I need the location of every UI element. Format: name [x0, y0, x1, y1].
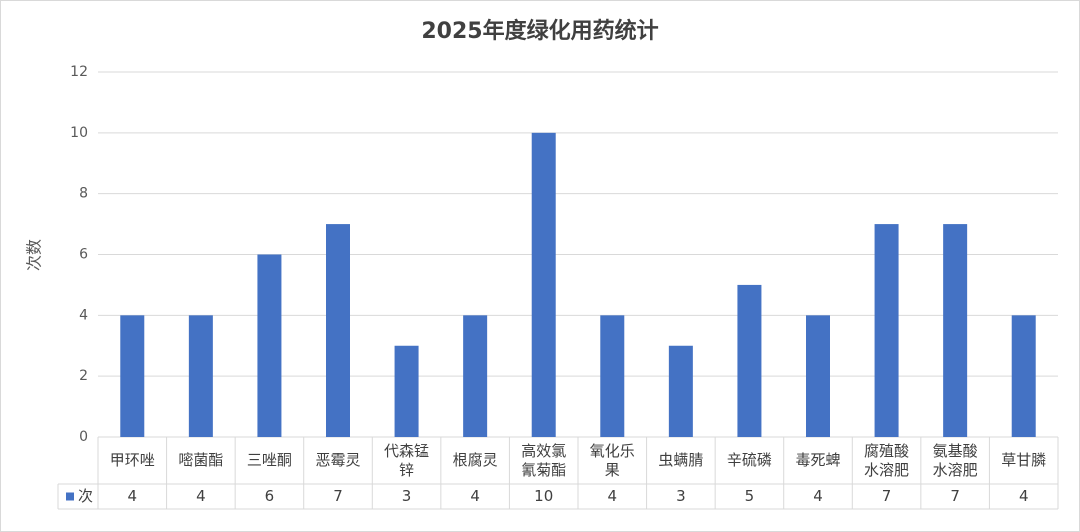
- category-text: 高效氯氰菊酯: [521, 441, 567, 479]
- table-value: 7: [333, 487, 343, 505]
- table-value: 6: [265, 487, 275, 505]
- table-value: 7: [882, 487, 892, 505]
- bar: [531, 132, 556, 438]
- table-value: 4: [128, 487, 138, 505]
- y-tick-label: 10: [70, 125, 88, 141]
- x-tick-label: 毒死蜱: [784, 437, 853, 484]
- table-value: 4: [608, 487, 618, 505]
- category-text: 腐殖酸水溶肥: [864, 441, 910, 479]
- x-tick-label: 恶霉灵: [304, 437, 373, 484]
- category-text: 虫螨腈: [658, 451, 704, 469]
- y-tick-label: 8: [79, 186, 88, 202]
- bar: [394, 345, 419, 437]
- category-text: 三唑酮: [246, 451, 292, 469]
- category-text: 根腐灵: [452, 451, 498, 469]
- table-value: 3: [402, 487, 412, 505]
- category-text: 氨基酸水溶肥: [932, 441, 978, 479]
- bar: [668, 345, 693, 437]
- bar: [257, 254, 282, 437]
- bar: [1011, 315, 1036, 437]
- bar: [120, 315, 145, 437]
- category-text: 嘧菌酯: [178, 451, 224, 469]
- bar: [326, 224, 350, 437]
- bar: [188, 315, 213, 437]
- y-tick-label: 6: [79, 247, 88, 263]
- x-tick-label: 根腐灵: [441, 437, 510, 484]
- legend-swatch: [66, 492, 74, 501]
- bar: [806, 315, 830, 437]
- category-text: 毒死蜱: [795, 451, 841, 469]
- x-tick-label: 甲环唑: [98, 437, 167, 484]
- x-tick-label: 草甘膦: [989, 437, 1058, 484]
- category-text: 甲环唑: [109, 451, 155, 469]
- category-text: 辛硫磷: [726, 451, 772, 469]
- y-axis-title: 次数: [25, 239, 44, 271]
- y-tick-label: 0: [79, 429, 88, 445]
- x-tick-label: 氧化乐果: [578, 437, 647, 484]
- category-text: 草甘膦: [1001, 451, 1047, 469]
- table-value: 4: [470, 487, 480, 505]
- x-tick-label: 辛硫磷: [715, 437, 784, 484]
- bar: [463, 315, 488, 437]
- table-value: 4: [196, 487, 206, 505]
- x-tick-label: 高效氯氰菊酯: [509, 437, 578, 484]
- y-tick-label: 4: [79, 307, 88, 323]
- table-value: 4: [1019, 487, 1029, 505]
- x-tick-label: 代森锰锌: [372, 437, 441, 484]
- chart-title: 2025年度绿化用药统计: [421, 18, 658, 44]
- x-tick-label: 虫螨腈: [647, 437, 716, 484]
- x-tick-label: 氨基酸水溶肥: [921, 437, 990, 484]
- y-tick-label: 2: [79, 368, 88, 384]
- table-value: 5: [745, 487, 755, 505]
- category-text: 氧化乐果: [589, 441, 635, 479]
- bar: [600, 315, 625, 437]
- table-value: 7: [950, 487, 960, 505]
- table-value: 10: [534, 487, 553, 505]
- bar: [737, 284, 762, 437]
- x-tick-label: 腐殖酸水溶肥: [852, 437, 921, 484]
- x-tick-label: 嘧菌酯: [167, 437, 236, 484]
- category-text: 代森锰锌: [384, 441, 430, 479]
- y-tick-label: 12: [70, 64, 88, 80]
- bar: [943, 224, 968, 437]
- legend-label: 次: [78, 487, 93, 505]
- table-value: 4: [813, 487, 823, 505]
- category-text: 恶霉灵: [315, 451, 361, 469]
- bar: [874, 224, 899, 437]
- x-tick-label: 三唑酮: [235, 437, 304, 484]
- table-value: 3: [676, 487, 686, 505]
